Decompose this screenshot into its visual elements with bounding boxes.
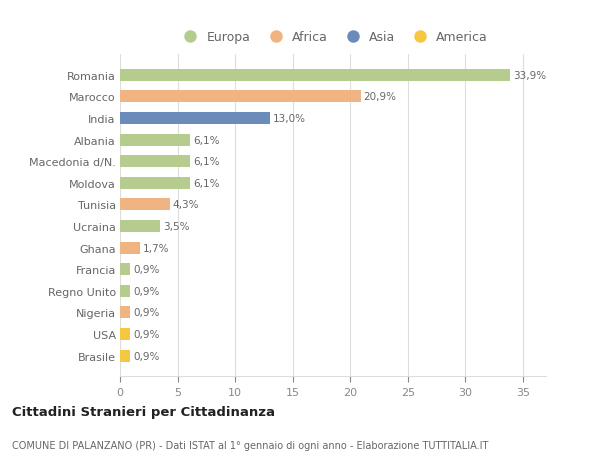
- Bar: [120, 263, 130, 275]
- Bar: [120, 156, 190, 168]
- Text: 13,0%: 13,0%: [272, 114, 305, 124]
- Text: 0,9%: 0,9%: [133, 329, 160, 339]
- Text: 33,9%: 33,9%: [513, 71, 547, 81]
- Text: 0,9%: 0,9%: [133, 286, 160, 296]
- Text: Cittadini Stranieri per Cittadinanza: Cittadini Stranieri per Cittadinanza: [12, 405, 275, 418]
- Bar: [120, 199, 170, 211]
- Text: 0,9%: 0,9%: [133, 265, 160, 274]
- Bar: [120, 134, 190, 146]
- Text: 3,5%: 3,5%: [163, 222, 190, 231]
- Bar: [120, 307, 130, 319]
- Text: 0,9%: 0,9%: [133, 351, 160, 361]
- Bar: [120, 242, 140, 254]
- Text: 6,1%: 6,1%: [193, 157, 220, 167]
- Bar: [120, 70, 511, 82]
- Text: 1,7%: 1,7%: [142, 243, 169, 253]
- Bar: [120, 221, 160, 232]
- Text: 6,1%: 6,1%: [193, 179, 220, 188]
- Text: 4,3%: 4,3%: [172, 200, 199, 210]
- Text: COMUNE DI PALANZANO (PR) - Dati ISTAT al 1° gennaio di ogni anno - Elaborazione : COMUNE DI PALANZANO (PR) - Dati ISTAT al…: [12, 440, 488, 450]
- Bar: [120, 285, 130, 297]
- Bar: [120, 91, 361, 103]
- Bar: [120, 113, 269, 125]
- Legend: Europa, Africa, Asia, America: Europa, Africa, Asia, America: [173, 26, 493, 49]
- Bar: [120, 328, 130, 340]
- Bar: [120, 178, 190, 189]
- Text: 0,9%: 0,9%: [133, 308, 160, 318]
- Text: 20,9%: 20,9%: [364, 92, 397, 102]
- Text: 6,1%: 6,1%: [193, 135, 220, 145]
- Bar: [120, 350, 130, 362]
